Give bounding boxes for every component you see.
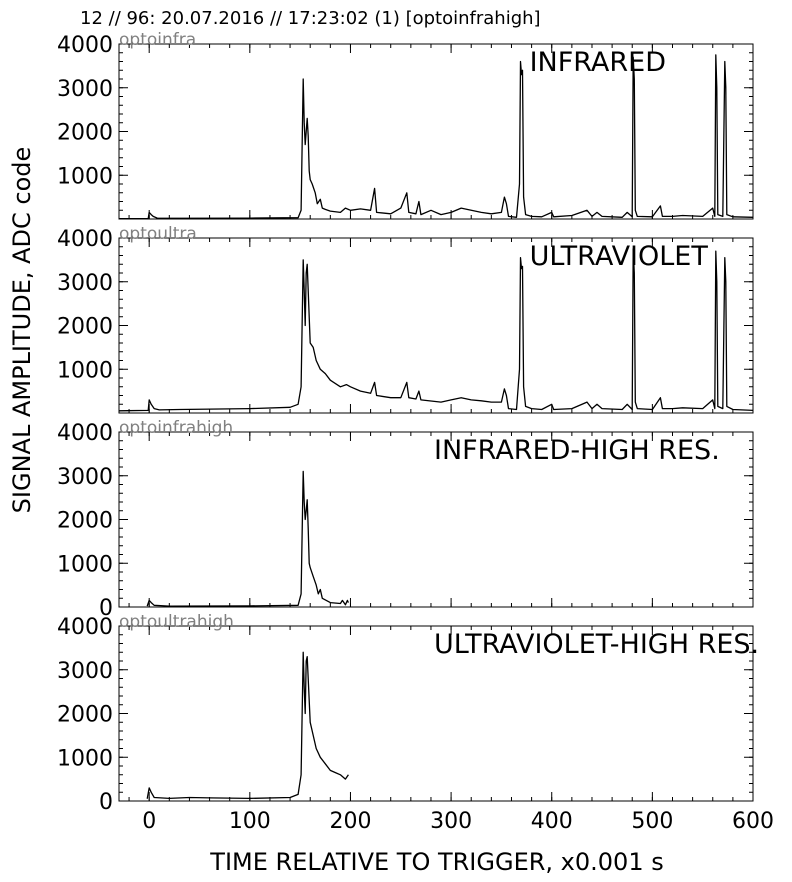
x-tick-label: 300 <box>430 809 472 834</box>
x-tick-label: 500 <box>631 809 673 834</box>
y-tick-label: 0 <box>99 596 113 621</box>
panel-title: INFRARED-HIGH RES. <box>434 435 720 466</box>
y-tick-label: 1000 <box>57 164 113 189</box>
signal-series-line <box>119 54 754 220</box>
y-tick-label: 1000 <box>57 358 113 383</box>
y-tick-label: 2000 <box>57 703 113 728</box>
channel-label: optoinfra <box>119 30 196 50</box>
y-tick-label: 3000 <box>57 77 113 102</box>
y-tick-label: 2000 <box>57 509 113 534</box>
y-tick-label: 1000 <box>57 746 113 771</box>
y-tick-label: 3000 <box>57 659 113 684</box>
x-tick-label: 0 <box>142 809 156 834</box>
x-tick-label: 100 <box>229 809 271 834</box>
channel-label: optoinfrahigh <box>119 418 233 438</box>
chart-header: 12 // 96: 20.07.2016 // 17:23:02 (1) [op… <box>80 8 541 29</box>
panel-title: ULTRAVIOLET <box>530 241 709 272</box>
y-tick-label: 3000 <box>57 465 113 490</box>
channel-label: optoultra <box>119 224 197 244</box>
signal-series-line <box>146 651 349 800</box>
channel-label: optoultrahigh <box>119 612 234 632</box>
y-tick-label: 4000 <box>57 33 113 58</box>
y-tick-label: 2000 <box>57 121 113 146</box>
signal-series-line <box>146 470 349 607</box>
y-tick-label: 1000 <box>57 552 113 577</box>
y-tick-label: 4000 <box>57 615 113 640</box>
y-tick-label: 4000 <box>57 421 113 446</box>
y-tick-label: 0 <box>99 790 113 815</box>
y-tick-label: 4000 <box>57 227 113 252</box>
y-tick-label: 3000 <box>57 271 113 296</box>
signal-series-line <box>118 248 754 412</box>
x-tick-label: 200 <box>329 809 371 834</box>
x-tick-label: 600 <box>732 809 774 834</box>
y-tick-label: 2000 <box>57 315 113 340</box>
x-tick-label: 400 <box>531 809 573 834</box>
panel-title: INFRARED <box>530 47 666 78</box>
panel-title: ULTRAVIOLET-HIGH RES. <box>434 629 759 660</box>
x-axis-label: TIME RELATIVE TO TRIGGER, x0.001 s <box>210 848 664 876</box>
